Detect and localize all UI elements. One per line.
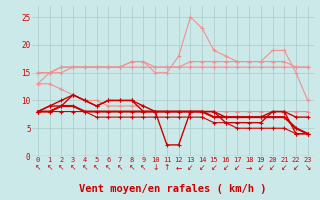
Text: ↙: ↙ xyxy=(293,164,299,172)
Text: ↓: ↓ xyxy=(152,164,158,172)
Text: ↙: ↙ xyxy=(187,164,194,172)
Text: Vent moyen/en rafales ( km/h ): Vent moyen/en rafales ( km/h ) xyxy=(79,184,267,194)
Text: →: → xyxy=(246,164,252,172)
Text: ↖: ↖ xyxy=(58,164,65,172)
Text: ↙: ↙ xyxy=(258,164,264,172)
Text: ↖: ↖ xyxy=(93,164,100,172)
Text: ↑: ↑ xyxy=(164,164,170,172)
Text: ↖: ↖ xyxy=(117,164,123,172)
Text: ↙: ↙ xyxy=(211,164,217,172)
Text: ←: ← xyxy=(175,164,182,172)
Text: ↘: ↘ xyxy=(305,164,311,172)
Text: ↙: ↙ xyxy=(222,164,229,172)
Text: ↙: ↙ xyxy=(199,164,205,172)
Text: ↖: ↖ xyxy=(82,164,88,172)
Text: ↖: ↖ xyxy=(105,164,111,172)
Text: ↖: ↖ xyxy=(140,164,147,172)
Text: ↖: ↖ xyxy=(129,164,135,172)
Text: ↙: ↙ xyxy=(269,164,276,172)
Text: ↖: ↖ xyxy=(46,164,53,172)
Text: ↙: ↙ xyxy=(281,164,287,172)
Text: ↖: ↖ xyxy=(70,164,76,172)
Text: ↙: ↙ xyxy=(234,164,241,172)
Text: ↖: ↖ xyxy=(35,164,41,172)
